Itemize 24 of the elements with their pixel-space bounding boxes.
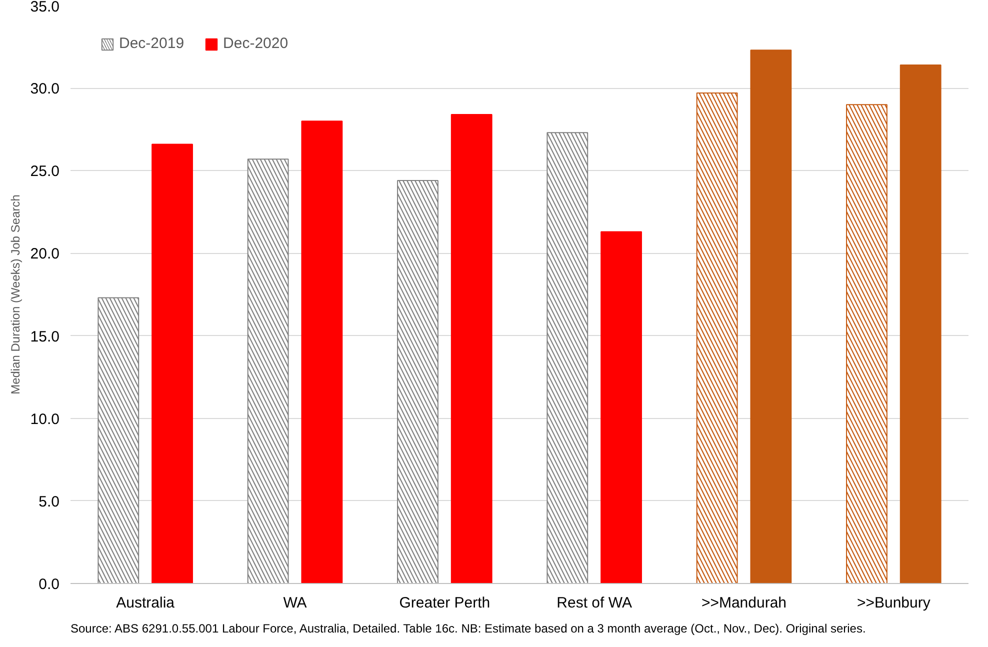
bar bbox=[900, 64, 942, 584]
y-tick-label: 20.0 bbox=[30, 246, 60, 263]
x-tick-label: >>Bunbury bbox=[856, 594, 931, 612]
x-tick-label: Greater Perth bbox=[399, 594, 490, 612]
y-tick-label: 0.0 bbox=[38, 576, 60, 593]
y-tick-label: 35.0 bbox=[30, 0, 60, 16]
legend-label: Dec-2019 bbox=[119, 35, 184, 52]
x-tick-label: Australia bbox=[116, 594, 176, 612]
source-note: Source: ABS 6291.0.55.001 Labour Force, Australia, Detailed. Table 16c. NB: Estimate based on a 3 month average (Oct., Nov., Dec). Original series. bbox=[70, 622, 866, 636]
y-tick-label: 30.0 bbox=[30, 80, 60, 98]
x-tick-label: >>Mandurah bbox=[701, 594, 787, 612]
bar bbox=[301, 120, 343, 584]
y-axis-title: Median Duration (Weeks) Job Search bbox=[8, 194, 22, 394]
bar bbox=[450, 114, 492, 584]
x-tick-label: WA bbox=[283, 594, 307, 612]
x-tick-label: Rest of WA bbox=[556, 594, 632, 612]
legend-label: Dec-2020 bbox=[223, 35, 288, 52]
y-tick-label: 15.0 bbox=[30, 328, 60, 346]
y-tick-label: 10.0 bbox=[30, 410, 60, 428]
bar bbox=[152, 144, 193, 584]
bar bbox=[750, 50, 792, 584]
y-tick-label: 25.0 bbox=[30, 163, 60, 180]
bar bbox=[600, 231, 642, 584]
y-tick-label: 5.0 bbox=[38, 493, 60, 510]
